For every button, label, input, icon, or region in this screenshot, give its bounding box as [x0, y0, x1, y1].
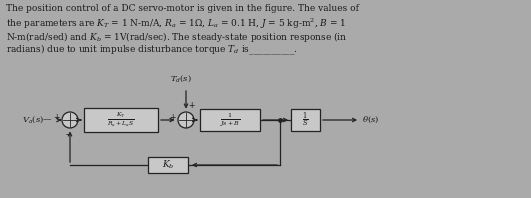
Text: $\frac{K_T}{R_a+L_aS}$: $\frac{K_T}{R_a+L_aS}$ — [107, 111, 135, 129]
Text: +: + — [188, 101, 194, 110]
Text: $K_b$: $K_b$ — [162, 159, 174, 171]
Text: $\frac{1}{Js+B}$: $\frac{1}{Js+B}$ — [219, 111, 241, 129]
Circle shape — [62, 112, 78, 128]
FancyBboxPatch shape — [291, 109, 320, 131]
Text: $T_d(s)$: $T_d(s)$ — [170, 74, 192, 84]
Text: –: – — [66, 130, 70, 139]
Circle shape — [178, 112, 194, 128]
FancyBboxPatch shape — [148, 157, 188, 173]
FancyBboxPatch shape — [200, 109, 260, 131]
Text: N-m(rad/sed) and $K_b$ = 1V(rad/sec). The steady-state position response (in: N-m(rad/sed) and $K_b$ = 1V(rad/sec). Th… — [6, 30, 347, 44]
Text: $\theta(s)$: $\theta(s)$ — [362, 115, 379, 125]
Text: the parameters are $K_T$ = 1 N-m/A, $R_a$ = 1$\Omega$, $L_a$ = 0.1 H, $J$ = 5 kg: the parameters are $K_T$ = 1 N-m/A, $R_a… — [6, 17, 346, 31]
FancyBboxPatch shape — [84, 108, 158, 132]
Text: +: + — [54, 112, 60, 122]
Text: The position control of a DC servo-motor is given in the figure. The values of: The position control of a DC servo-motor… — [6, 4, 359, 13]
Text: $\frac{1}{S}$: $\frac{1}{S}$ — [302, 110, 309, 129]
Text: +: + — [169, 112, 176, 122]
Text: $V_a(s)$—: $V_a(s)$— — [22, 115, 53, 125]
Text: radians) due to unit impulse disturbance torque $T_d$ is__________.: radians) due to unit impulse disturbance… — [6, 43, 297, 57]
